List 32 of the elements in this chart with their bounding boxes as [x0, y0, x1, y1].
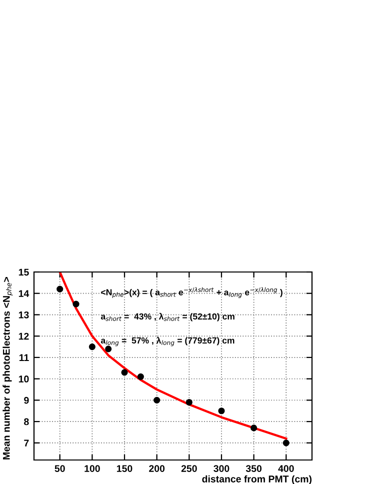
- point: [88, 343, 96, 350]
- y-axis-title: Mean number of photoElectrons <N$_{phe}$>: [2, 277, 13, 460]
- y-tick-label: 12: [18, 332, 29, 340]
- point: [72, 300, 80, 308]
- y-tick-label: 14: [18, 290, 30, 297]
- y-tick-label: 10: [18, 376, 29, 382]
- y-tick-label: 8: [24, 418, 29, 426]
- annotation: a$_{long}$ = 57% , λ$_{long}$ = (779±67) cm: [100, 336, 234, 346]
- x-tick-label: 300: [214, 465, 230, 472]
- annotation: a$_{short}$ = 43% , λ$_{short}$ = (52±10) cm: [100, 312, 234, 322]
- x-tick-label: 350: [246, 465, 262, 472]
- y-tick-label: 7: [24, 440, 29, 446]
- x-tick-label: 250: [181, 465, 197, 472]
- point: [218, 408, 225, 414]
- point: [186, 399, 192, 406]
- x-tick-label: 50: [54, 465, 65, 472]
- y-tick-label: 9: [24, 396, 29, 404]
- text: <N$_{phe}$>(x) = ( a$_{short}$ e$^{−x/λshort}$ + a$_{long}$ e$^{−x/λlong}$ ): [101, 287, 282, 298]
- x-tick-label: 200: [149, 465, 165, 472]
- y-tick-label: 15: [18, 268, 29, 276]
- y-tick-label: 11: [19, 354, 29, 361]
- x-tick-label: 150: [117, 465, 132, 472]
- point: [121, 369, 128, 376]
- y-tick-label: 13: [18, 311, 29, 318]
- point: [137, 373, 144, 380]
- point: [250, 424, 258, 432]
- point: [56, 286, 64, 292]
- x-tick-label: 100: [84, 465, 100, 472]
- x-tick-label: 400: [278, 465, 294, 472]
- point: [154, 396, 160, 404]
- point: [282, 440, 290, 446]
- x-axis-title: distance from PMT (cm): [202, 475, 312, 484]
